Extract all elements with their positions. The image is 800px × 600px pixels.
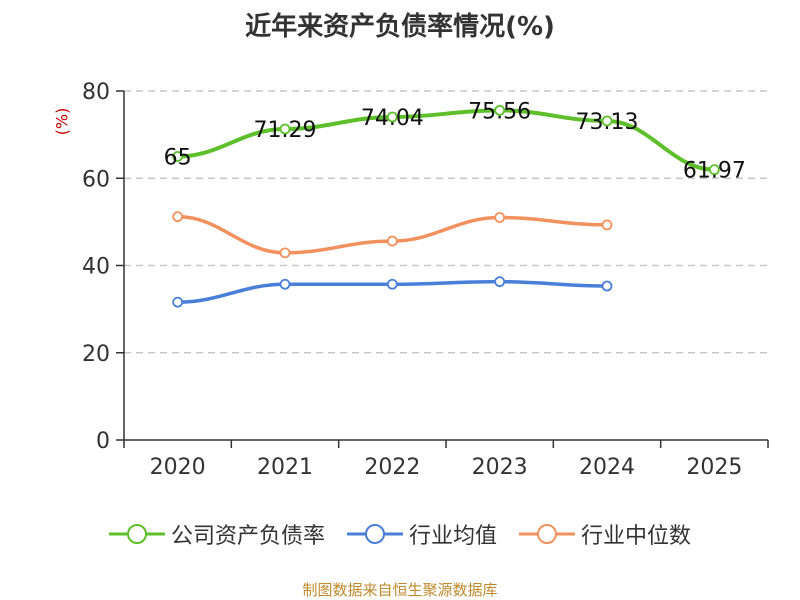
x-tick-label: 2024	[579, 455, 635, 480]
y-tick-label: 20	[82, 342, 110, 367]
series-line-2	[177, 214, 608, 255]
data-point-0	[708, 164, 720, 176]
data-label: 61.97	[683, 159, 746, 184]
legend-item-industry-median[interactable]: 行业中位数	[519, 518, 691, 550]
data-label: 65	[164, 145, 192, 170]
data-point-2	[386, 235, 398, 247]
data-point-0	[601, 115, 613, 127]
data-label: 71.29	[254, 118, 317, 143]
data-point-2	[494, 212, 506, 223]
x-tick-label: 2025	[686, 455, 742, 480]
data-point-0	[494, 104, 506, 116]
series-line-0	[177, 108, 715, 172]
data-point-1	[494, 276, 506, 288]
legend-label-industry-mean: 行业均值	[408, 524, 497, 549]
chart-title: 近年来资产负债率情况(%)	[245, 12, 555, 42]
legend-item-industry-mean[interactable]: 行业均值	[346, 518, 497, 550]
legend: 公司资产负债率 行业均值 行业中位数	[0, 518, 800, 550]
data-label: 75.56	[468, 99, 531, 124]
x-tick-label: 2021	[257, 455, 313, 480]
legend-label-company: 公司资产负债率	[170, 524, 325, 549]
data-point-1	[386, 278, 398, 290]
legend-swatch-industry-median	[519, 524, 575, 544]
data-point-2	[601, 219, 613, 231]
data-point-1	[279, 278, 291, 290]
legend-swatch-company	[108, 524, 165, 544]
data-point-2	[279, 247, 291, 259]
data-label: 74.04	[361, 106, 424, 131]
data-point-1	[601, 280, 613, 292]
legend-swatch-industry-mean	[346, 524, 403, 544]
data-source-note: 制图数据来自恒生聚源数据库	[302, 581, 498, 599]
data-point-1	[172, 296, 184, 308]
y-tick-label: 60	[82, 167, 110, 192]
y-tick-label: 0	[96, 429, 110, 454]
x-tick-label: 2022	[364, 455, 420, 480]
data-point-0	[386, 111, 398, 123]
data-point-0	[172, 151, 184, 162]
data-point-2	[172, 211, 184, 223]
legend-item-company[interactable]: 公司资产负债率	[108, 518, 325, 550]
legend-label-industry-median: 行业中位数	[581, 524, 692, 549]
y-tick-label: 40	[82, 255, 110, 280]
data-point-0	[279, 123, 291, 135]
data-label: 73.13	[576, 110, 639, 135]
x-tick-label: 2023	[472, 455, 528, 480]
y-tick-label: 80	[82, 80, 110, 105]
x-tick-label: 2020	[150, 455, 206, 480]
